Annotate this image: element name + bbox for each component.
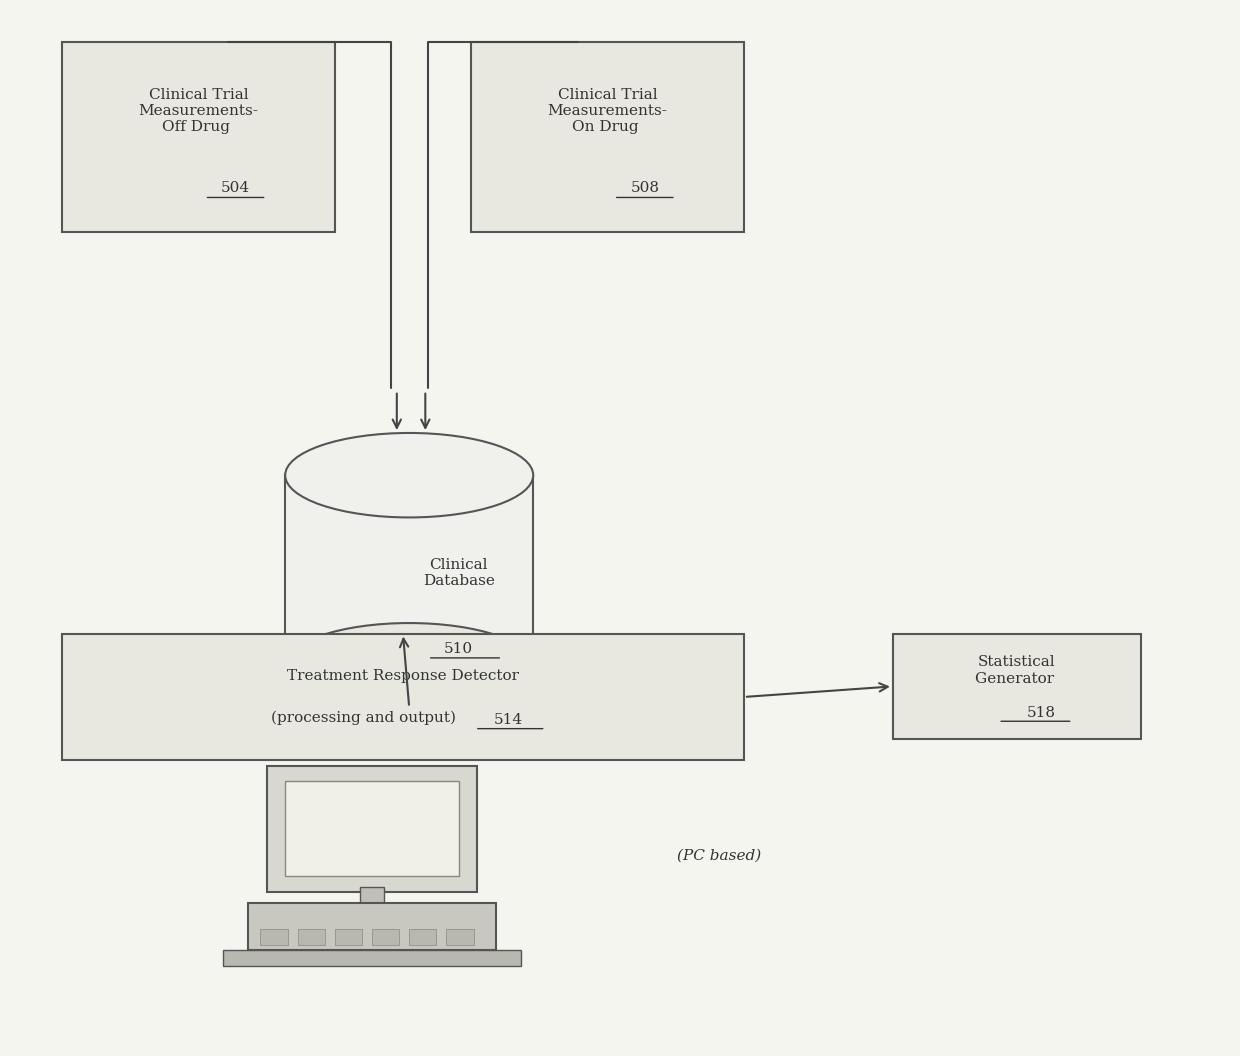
FancyBboxPatch shape xyxy=(62,42,335,232)
Text: 518: 518 xyxy=(1027,705,1056,720)
FancyBboxPatch shape xyxy=(267,766,477,892)
Bar xyxy=(360,887,384,908)
FancyBboxPatch shape xyxy=(471,42,744,232)
Bar xyxy=(285,475,533,665)
Bar xyxy=(298,929,325,945)
Text: Treatment Response Detector: Treatment Response Detector xyxy=(286,668,520,683)
Text: (processing and output): (processing and output) xyxy=(270,711,461,725)
Ellipse shape xyxy=(285,433,533,517)
Ellipse shape xyxy=(285,623,533,708)
FancyBboxPatch shape xyxy=(893,634,1141,739)
FancyBboxPatch shape xyxy=(248,903,496,950)
Bar xyxy=(260,929,288,945)
FancyBboxPatch shape xyxy=(62,634,744,760)
Text: 510: 510 xyxy=(444,642,474,657)
Text: 508: 508 xyxy=(630,181,660,195)
Text: 514: 514 xyxy=(494,713,523,728)
Text: Clinical Trial
Measurements-
On Drug: Clinical Trial Measurements- On Drug xyxy=(548,88,667,134)
Bar xyxy=(372,929,399,945)
Bar xyxy=(223,950,521,966)
Bar xyxy=(335,929,362,945)
Bar xyxy=(409,929,436,945)
FancyBboxPatch shape xyxy=(285,781,459,876)
Text: Clinical
Database: Clinical Database xyxy=(423,558,495,604)
Text: Statistical
Generator: Statistical Generator xyxy=(975,656,1059,685)
Text: 504: 504 xyxy=(221,181,250,195)
Text: (PC based): (PC based) xyxy=(677,848,761,863)
Bar xyxy=(446,929,474,945)
Text: Clinical Trial
Measurements-
Off Drug: Clinical Trial Measurements- Off Drug xyxy=(139,88,258,134)
